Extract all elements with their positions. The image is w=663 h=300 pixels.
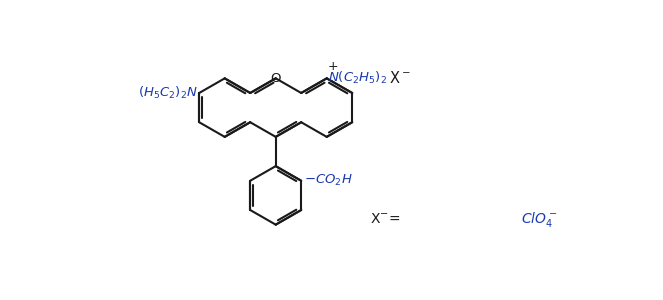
Text: $N(C_2H_5)_2$: $N(C_2H_5)_2$ xyxy=(328,70,387,86)
Text: +: + xyxy=(328,59,338,73)
Text: X$^{-}$=: X$^{-}$= xyxy=(370,212,400,226)
Text: $(H_5C_2)_2N$: $(H_5C_2)_2N$ xyxy=(138,85,198,101)
Text: X$^-$: X$^-$ xyxy=(389,70,410,86)
Text: $-CO_2H$: $-CO_2H$ xyxy=(304,173,352,188)
Text: $ClO_4^-$: $ClO_4^-$ xyxy=(520,210,557,229)
Text: O: O xyxy=(271,72,281,85)
